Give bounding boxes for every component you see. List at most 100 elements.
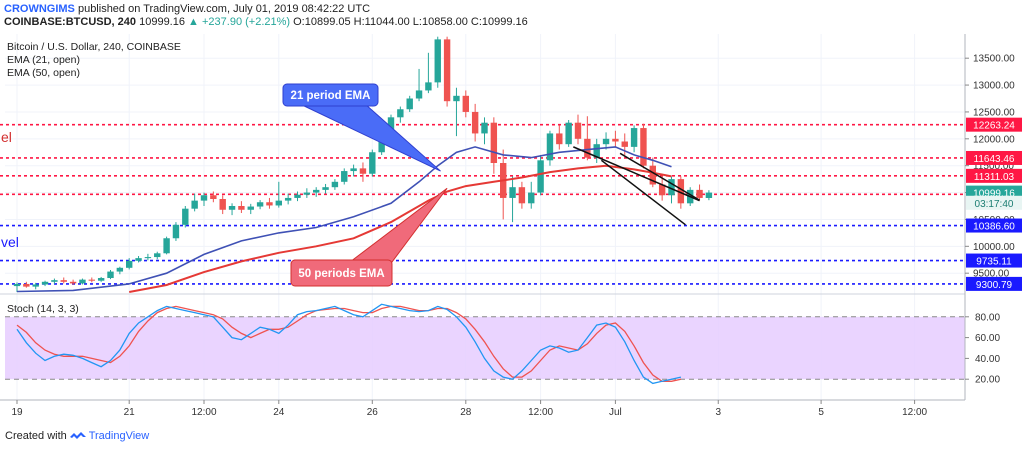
candle-body (256, 202, 264, 207)
candle-body (135, 258, 142, 261)
time-tick-label: 5 (818, 407, 824, 418)
ema50-callout-label: 50 periods EMA (298, 268, 384, 280)
candle-body (144, 257, 152, 259)
axes: 9500.0010000.0010500.0011000.0011500.001… (0, 34, 1015, 418)
candle-body (60, 280, 67, 282)
candle-body (116, 267, 124, 272)
time-tick-label: 12:00 (191, 407, 216, 418)
candle-body (649, 165, 656, 185)
candle-body (322, 187, 329, 190)
time-tick-label: 19 (11, 407, 23, 418)
cut-label-1: el (1, 129, 12, 145)
candle-body (191, 200, 198, 209)
candle-body (453, 95, 460, 102)
candle-body (341, 171, 348, 182)
level-price-tag: 9735.11 (976, 257, 1012, 268)
level-price-tag-bg (966, 218, 1022, 233)
candle-body (32, 284, 39, 287)
last-price-tag: 10999.16 (973, 189, 1015, 200)
candle-body (612, 138, 619, 142)
candle-body (51, 280, 58, 282)
candle-body (313, 189, 320, 193)
candle-body (425, 82, 432, 91)
candle-body (509, 187, 516, 198)
ema50-callout-box (290, 259, 393, 287)
price-tags: 12263.2411643.4611311.0310967.9510386.60… (966, 117, 1022, 291)
stoch-k-line (16, 303, 682, 385)
level-price-tag: 9300.79 (976, 280, 1013, 291)
candle-body (266, 202, 273, 206)
candle-body (238, 206, 245, 210)
candle-body (677, 179, 685, 204)
level-price-tag-bg (966, 168, 1022, 183)
candle-body (546, 133, 554, 161)
candle-body (41, 281, 49, 285)
candle-body (481, 122, 488, 134)
tradingview-brand[interactable]: TradingView (88, 430, 150, 442)
candle-body (593, 144, 600, 158)
chart-area[interactable]: 21 period EMA 50 periods EMA 9500.00 10000… (0, 34, 1024, 430)
candle-body (574, 122, 582, 139)
price-tick-label: 12500.00 (973, 107, 1015, 118)
time-tick-label: Jul (609, 407, 622, 418)
time-tick-label: 24 (273, 407, 285, 418)
candle-body (154, 253, 161, 258)
level-price-tag-bg (966, 276, 1022, 291)
price-tick-label: 13500.00 (973, 54, 1015, 65)
candle-body (303, 192, 311, 195)
time-tick-label: 26 (367, 407, 379, 418)
candle-body (565, 122, 572, 145)
created-with-text: Created with (5, 430, 67, 442)
time-tick-label: 3 (715, 407, 721, 418)
stoch-d-line (16, 305, 682, 382)
candle-body (294, 194, 301, 198)
candle-body (97, 278, 105, 281)
candle-body (387, 117, 395, 134)
candle-body (406, 98, 413, 110)
candle-body (443, 39, 451, 102)
candle-body (397, 109, 404, 118)
ema21-line (16, 146, 672, 293)
candle-body (658, 184, 666, 196)
time-tick-label: 12:00 (902, 407, 927, 418)
candle-body (369, 152, 376, 174)
candle-body (163, 238, 170, 254)
level-price-tag-bg (966, 253, 1022, 268)
candle-body (621, 141, 628, 147)
publish-line: CROWNGIMS published on TradingView.com, … (4, 3, 1014, 16)
candle-body (705, 192, 713, 198)
published-text: published on TradingView.com, July 01, 2… (77, 3, 371, 15)
level-price-tag: 10386.60 (973, 222, 1015, 233)
candle-body (640, 128, 647, 166)
trend-channel-line (600, 159, 686, 226)
candle-body (556, 133, 563, 145)
candle-body (69, 281, 77, 284)
candle-body (471, 111, 479, 134)
legend-ema21: EMA (21, open) (7, 54, 80, 66)
stoch-tick-label: 40.00 (975, 354, 1000, 365)
candle-body (23, 283, 30, 287)
symbol-line: COINBASE:BTCUSD, 240 10999.16 ▲ +237.90 … (4, 16, 1014, 29)
candle-body (219, 199, 226, 210)
level-price-tag: 11311.03 (974, 172, 1015, 183)
time-tick-label: 28 (460, 407, 472, 418)
candles (13, 36, 713, 292)
candle-body (528, 192, 535, 204)
candle-body (210, 195, 217, 200)
candle-body (696, 189, 703, 198)
candle-body (126, 260, 133, 268)
candle-body (490, 122, 498, 163)
price-tick-label: 11500.00 (973, 161, 1014, 172)
footer: Created with TradingView (5, 430, 149, 442)
candle-body (247, 206, 254, 210)
candle-body (602, 138, 610, 145)
level-price-tag: 12263.24 (973, 121, 1015, 132)
annotations: 21 period EMA 50 periods EMA (282, 83, 448, 287)
candle-body (630, 128, 638, 147)
channel-lines (573, 146, 700, 226)
trend-channel-line (619, 152, 700, 201)
bar-timer-tag: 03:17:40 (975, 199, 1014, 210)
author-name[interactable]: CROWNGIMS (4, 3, 75, 15)
level-price-tag: 11643.46 (974, 154, 1015, 165)
legend-ema50: EMA (50, open) (7, 67, 80, 79)
